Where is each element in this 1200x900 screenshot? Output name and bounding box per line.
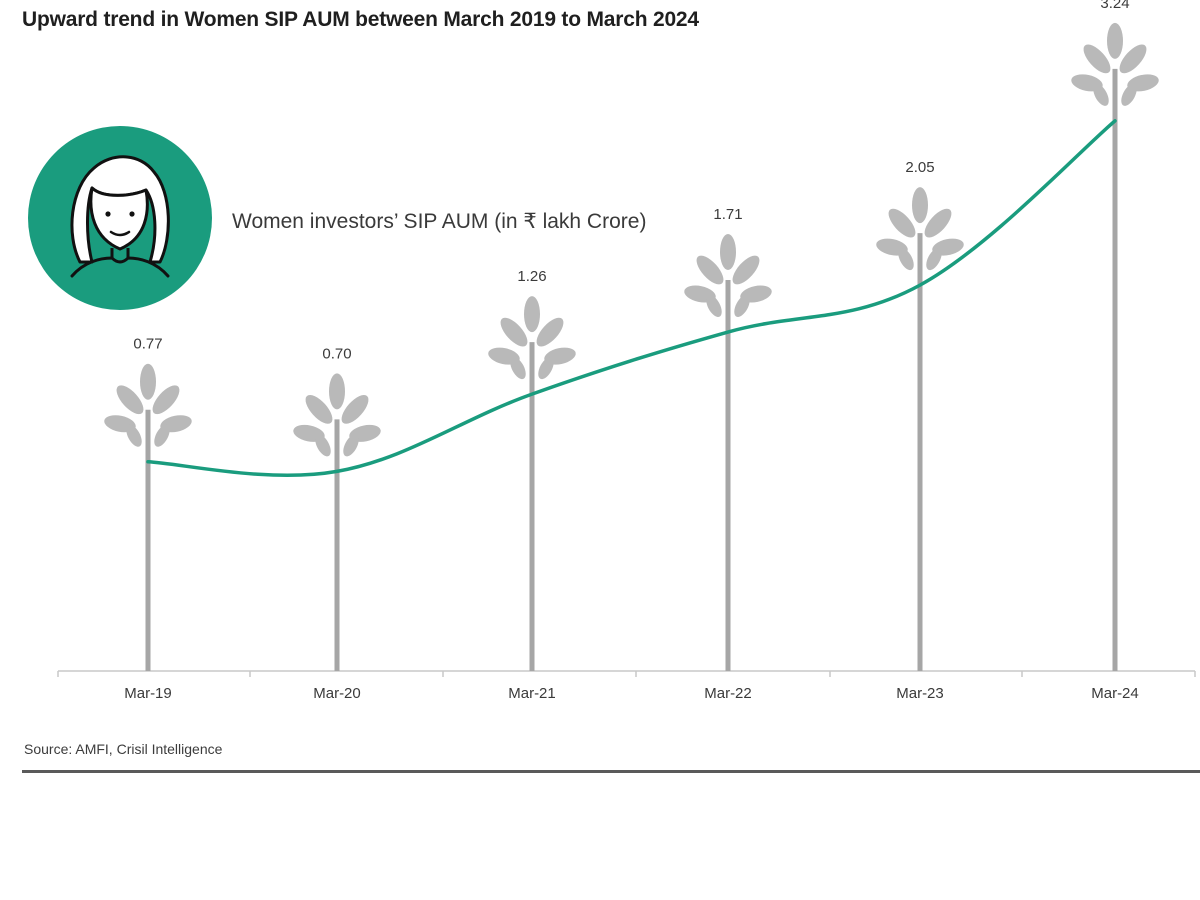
x-tick-label: Mar-19 (124, 685, 172, 702)
plant-marker (293, 373, 381, 671)
x-tick-label: Mar-22 (704, 685, 752, 702)
chart-series-title: Women investors’ SIP AUM (in ₹ lakh Cror… (232, 210, 646, 233)
x-tick-label: Mar-23 (896, 685, 944, 702)
x-tick-label: Mar-20 (313, 685, 361, 702)
x-tick-label: Mar-24 (1091, 685, 1139, 702)
data-label: 2.05 (905, 159, 934, 176)
plant-marker (684, 234, 772, 671)
divider (22, 770, 1200, 773)
plant-marker (488, 296, 576, 671)
data-label: 1.26 (517, 268, 546, 285)
source-note: Source: AMFI, Crisil Intelligence (24, 741, 223, 757)
data-label: 1.71 (713, 206, 742, 223)
data-label: 0.77 (133, 336, 162, 353)
page-title: Upward trend in Women SIP AUM between Ma… (22, 8, 699, 31)
plant-marker (1071, 22, 1159, 671)
data-label: 3.24 (1100, 0, 1129, 12)
series-line (146, 119, 1117, 478)
plant-marker (876, 187, 964, 671)
plant-marker (104, 363, 192, 671)
data-label: 0.70 (322, 345, 351, 362)
woman-face-icon (28, 126, 212, 310)
x-tick-label: Mar-21 (508, 685, 556, 702)
